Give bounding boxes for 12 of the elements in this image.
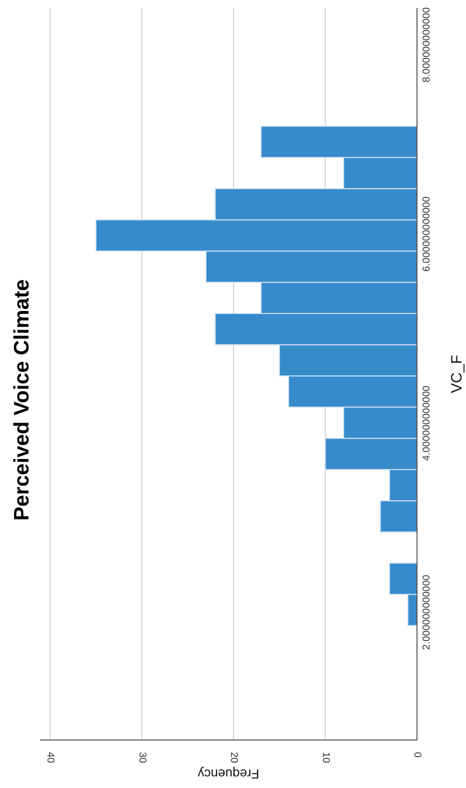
x-tick-label: 0 xyxy=(412,752,422,758)
y-tick-label: 6.000000000000 xyxy=(422,196,432,272)
y-tick-label: 8.000000000000 xyxy=(422,6,432,82)
text: Perceived Voice Climate xyxy=(10,279,34,521)
x-tick-label: 10 xyxy=(320,752,331,764)
y-tick-label: 2.000000000000 xyxy=(422,574,432,650)
x-tick-label: 20 xyxy=(228,752,240,764)
y-tick-label: 4.000000000000 xyxy=(422,385,432,461)
x-axis-title: Frequency xyxy=(197,766,260,782)
x-tick-label: 40 xyxy=(44,752,56,764)
x-tick-label: 30 xyxy=(136,752,148,764)
y-axis-title: VC_F xyxy=(448,354,466,394)
